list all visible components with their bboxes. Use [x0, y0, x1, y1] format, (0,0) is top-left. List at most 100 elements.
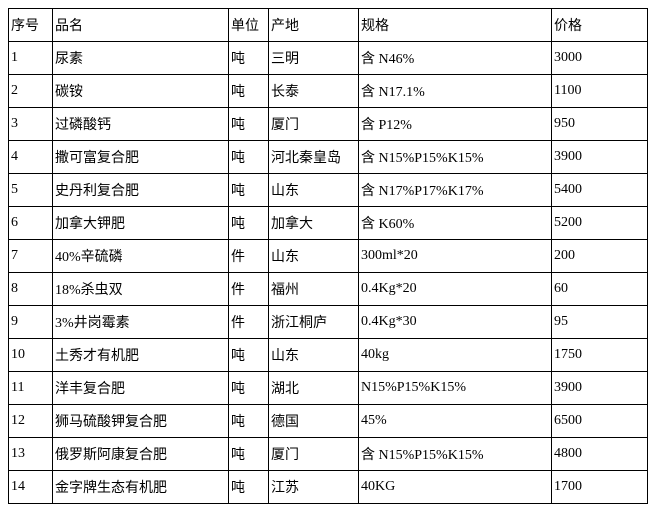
table-cell: 含 K60%: [359, 207, 552, 240]
table-cell: 1100: [552, 75, 648, 108]
table-cell: 12: [9, 405, 53, 438]
table-cell: 10: [9, 339, 53, 372]
table-row: 2碳铵吨长泰含 N17.1%1100: [9, 75, 648, 108]
table-row: 12狮马硫酸钾复合肥吨德国45%6500: [9, 405, 648, 438]
table-cell: 含 P12%: [359, 108, 552, 141]
table-cell: N15%P15%K15%: [359, 372, 552, 405]
table-cell: 加拿大: [269, 207, 359, 240]
table-cell: 河北秦皇岛: [269, 141, 359, 174]
table-cell: 2: [9, 75, 53, 108]
table-cell: 洋丰复合肥: [53, 372, 229, 405]
table-cell: 吨: [229, 141, 269, 174]
table-cell: 厦门: [269, 108, 359, 141]
table-row: 5史丹利复合肥吨山东含 N17%P17%K17%5400: [9, 174, 648, 207]
table-cell: 吨: [229, 42, 269, 75]
table-cell: 1700: [552, 471, 648, 504]
header-cell-2: 单位: [229, 9, 269, 42]
table-cell: 吨: [229, 438, 269, 471]
table-cell: 3000: [552, 42, 648, 75]
table-cell: 吨: [229, 207, 269, 240]
price-table-container: 序号品名单位产地规格价格 1尿素吨三明含 N46%30002碳铵吨长泰含 N17…: [8, 8, 647, 504]
table-cell: 95: [552, 306, 648, 339]
table-cell: 3%井岗霉素: [53, 306, 229, 339]
table-cell: 山东: [269, 174, 359, 207]
table-cell: 1750: [552, 339, 648, 372]
table-cell: 6500: [552, 405, 648, 438]
table-cell: 5400: [552, 174, 648, 207]
table-row: 1尿素吨三明含 N46%3000: [9, 42, 648, 75]
table-cell: 1: [9, 42, 53, 75]
table-cell: 5: [9, 174, 53, 207]
table-row: 740%辛硫磷件山东300ml*20200: [9, 240, 648, 273]
table-cell: 吨: [229, 108, 269, 141]
table-cell: 3900: [552, 141, 648, 174]
table-cell: 14: [9, 471, 53, 504]
table-cell: 5200: [552, 207, 648, 240]
table-row: 4撒可富复合肥吨河北秦皇岛含 N15%P15%K15%3900: [9, 141, 648, 174]
table-cell: 950: [552, 108, 648, 141]
table-cell: 件: [229, 306, 269, 339]
table-cell: 德国: [269, 405, 359, 438]
table-cell: 3: [9, 108, 53, 141]
header-cell-4: 规格: [359, 9, 552, 42]
table-row: 14金字牌生态有机肥吨江苏40KG1700: [9, 471, 648, 504]
table-cell: 40%辛硫磷: [53, 240, 229, 273]
table-cell: 含 N15%P15%K15%: [359, 438, 552, 471]
table-cell: 含 N17%P17%K17%: [359, 174, 552, 207]
table-cell: 0.4Kg*20: [359, 273, 552, 306]
table-cell: 含 N15%P15%K15%: [359, 141, 552, 174]
table-cell: 40KG: [359, 471, 552, 504]
table-cell: 尿素: [53, 42, 229, 75]
table-cell: 湖北: [269, 372, 359, 405]
table-cell: 碳铵: [53, 75, 229, 108]
table-cell: 300ml*20: [359, 240, 552, 273]
table-cell: 11: [9, 372, 53, 405]
table-row: 3过磷酸钙吨厦门含 P12%950: [9, 108, 648, 141]
table-cell: 7: [9, 240, 53, 273]
table-cell: 吨: [229, 405, 269, 438]
table-cell: 三明: [269, 42, 359, 75]
table-cell: 俄罗斯阿康复合肥: [53, 438, 229, 471]
table-cell: 8: [9, 273, 53, 306]
table-cell: 吨: [229, 174, 269, 207]
table-cell: 长泰: [269, 75, 359, 108]
table-cell: 13: [9, 438, 53, 471]
table-cell: 史丹利复合肥: [53, 174, 229, 207]
table-row: 818%杀虫双件福州0.4Kg*2060: [9, 273, 648, 306]
table-cell: 3900: [552, 372, 648, 405]
table-cell: 件: [229, 240, 269, 273]
header-cell-5: 价格: [552, 9, 648, 42]
table-cell: 山东: [269, 339, 359, 372]
table-cell: 福州: [269, 273, 359, 306]
table-cell: 加拿大钾肥: [53, 207, 229, 240]
table-cell: 4: [9, 141, 53, 174]
header-cell-1: 品名: [53, 9, 229, 42]
table-row: 10土秀才有机肥吨山东40kg1750: [9, 339, 648, 372]
table-cell: 含 N17.1%: [359, 75, 552, 108]
table-cell: 18%杀虫双: [53, 273, 229, 306]
table-row: 11洋丰复合肥吨湖北N15%P15%K15%3900: [9, 372, 648, 405]
table-cell: 吨: [229, 339, 269, 372]
table-cell: 含 N46%: [359, 42, 552, 75]
table-cell: 60: [552, 273, 648, 306]
table-cell: 4800: [552, 438, 648, 471]
table-cell: 江苏: [269, 471, 359, 504]
price-table: 序号品名单位产地规格价格 1尿素吨三明含 N46%30002碳铵吨长泰含 N17…: [8, 8, 648, 504]
table-cell: 吨: [229, 75, 269, 108]
table-cell: 撒可富复合肥: [53, 141, 229, 174]
table-cell: 40kg: [359, 339, 552, 372]
table-cell: 0.4Kg*30: [359, 306, 552, 339]
table-cell: 浙江桐庐: [269, 306, 359, 339]
table-cell: 吨: [229, 372, 269, 405]
table-row: 13俄罗斯阿康复合肥吨厦门含 N15%P15%K15%4800: [9, 438, 648, 471]
table-cell: 9: [9, 306, 53, 339]
table-cell: 土秀才有机肥: [53, 339, 229, 372]
table-row: 93%井岗霉素件浙江桐庐0.4Kg*3095: [9, 306, 648, 339]
table-cell: 吨: [229, 471, 269, 504]
table-row: 6加拿大钾肥吨加拿大含 K60%5200: [9, 207, 648, 240]
header-cell-3: 产地: [269, 9, 359, 42]
table-cell: 狮马硫酸钾复合肥: [53, 405, 229, 438]
header-cell-0: 序号: [9, 9, 53, 42]
table-cell: 45%: [359, 405, 552, 438]
table-cell: 件: [229, 273, 269, 306]
